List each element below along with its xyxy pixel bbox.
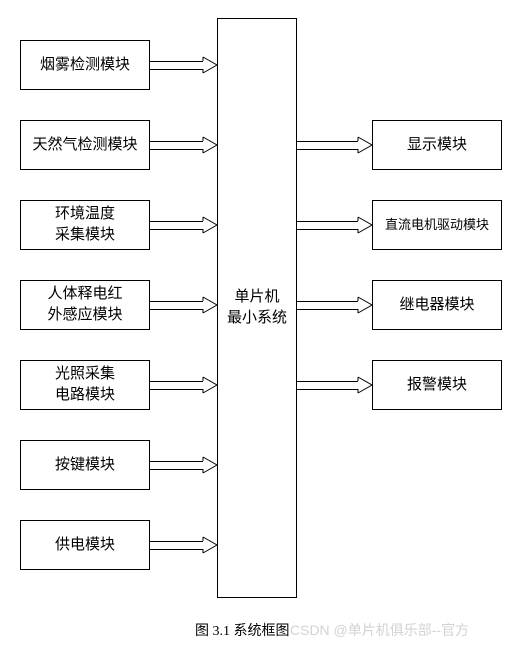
left-arrow-6-line bbox=[150, 549, 203, 550]
right-arrow-3-line bbox=[297, 389, 358, 390]
left-arrow-2-line bbox=[150, 229, 203, 230]
right-arrow-2-head bbox=[356, 295, 374, 315]
left-arrow-3-head bbox=[201, 295, 219, 315]
left-arrow-5-head bbox=[201, 455, 219, 475]
left-box-0: 烟雾检测模块 bbox=[20, 40, 150, 90]
left-arrow-0-head bbox=[201, 55, 219, 75]
left-arrow-3-line bbox=[150, 309, 203, 310]
center-box: 单片机最小系统 bbox=[217, 18, 297, 598]
left-arrow-0-line bbox=[150, 69, 203, 70]
watermark: CSDN @单片机俱乐部--官方 bbox=[290, 620, 469, 640]
right-arrow-0-line bbox=[297, 141, 358, 142]
left-arrow-2-head bbox=[201, 215, 219, 235]
right-arrow-1-line bbox=[297, 221, 358, 222]
right-arrow-0-line bbox=[297, 149, 358, 150]
left-arrow-0-line bbox=[150, 61, 203, 62]
right-arrow-1-head bbox=[356, 215, 374, 235]
left-arrow-6-head bbox=[201, 535, 219, 555]
left-arrow-3-line bbox=[150, 301, 203, 302]
left-box-3: 人体释电红外感应模块 bbox=[20, 280, 150, 330]
left-arrow-4-line bbox=[150, 381, 203, 382]
right-box-3: 报警模块 bbox=[372, 360, 502, 410]
right-box-1: 直流电机驱动模块 bbox=[372, 200, 502, 250]
right-arrow-2-line bbox=[297, 301, 358, 302]
left-arrow-4-head bbox=[201, 375, 219, 395]
right-arrow-3-head bbox=[356, 375, 374, 395]
left-box-6: 供电模块 bbox=[20, 520, 150, 570]
left-arrow-4-line bbox=[150, 389, 203, 390]
left-box-4: 光照采集电路模块 bbox=[20, 360, 150, 410]
left-arrow-6-line bbox=[150, 541, 203, 542]
left-box-5: 按键模块 bbox=[20, 440, 150, 490]
figure-caption: 图 3.1 系统框图 bbox=[195, 620, 290, 640]
right-box-0: 显示模块 bbox=[372, 120, 502, 170]
right-arrow-0-head bbox=[356, 135, 374, 155]
left-box-2: 环境温度采集模块 bbox=[20, 200, 150, 250]
left-arrow-1-line bbox=[150, 149, 203, 150]
left-arrow-5-line bbox=[150, 461, 203, 462]
left-arrow-2-line bbox=[150, 221, 203, 222]
right-box-2: 继电器模块 bbox=[372, 280, 502, 330]
right-arrow-2-line bbox=[297, 309, 358, 310]
left-arrow-1-line bbox=[150, 141, 203, 142]
right-arrow-3-line bbox=[297, 381, 358, 382]
left-arrow-1-head bbox=[201, 135, 219, 155]
right-arrow-1-line bbox=[297, 229, 358, 230]
left-arrow-5-line bbox=[150, 469, 203, 470]
left-box-1: 天然气检测模块 bbox=[20, 120, 150, 170]
